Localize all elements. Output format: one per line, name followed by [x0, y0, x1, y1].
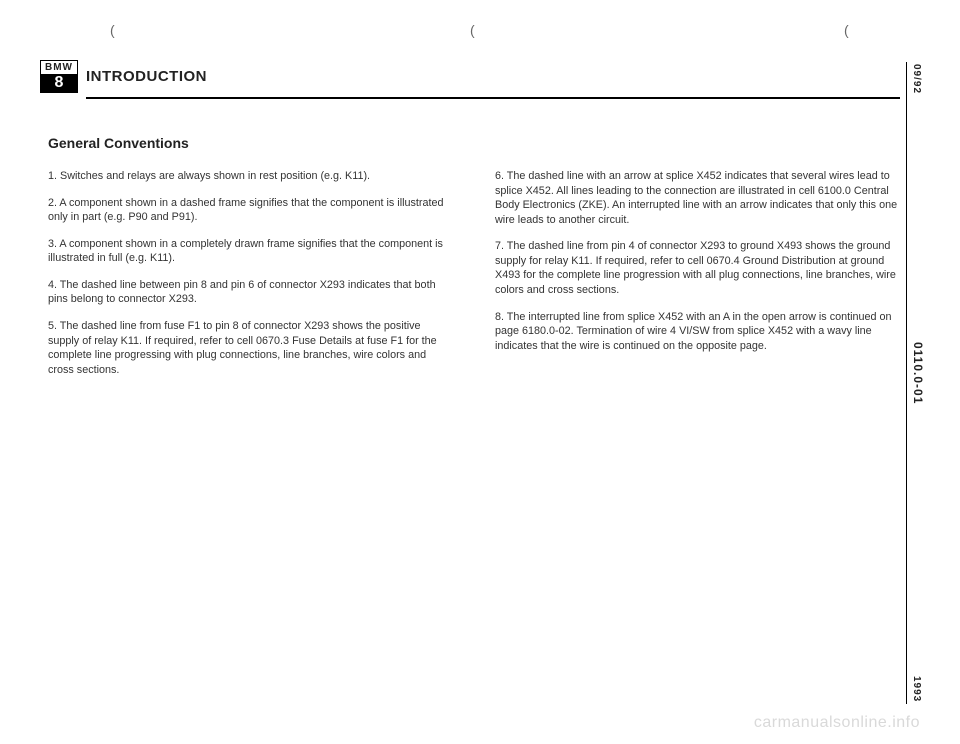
paragraph: 3. A component shown in a completely dra…: [48, 237, 453, 266]
paragraph: 1. Switches and relays are always shown …: [48, 169, 453, 184]
header: BMW 8 INTRODUCTION: [40, 60, 900, 93]
paragraph: 6. The dashed line with an arrow at spli…: [495, 169, 900, 227]
right-column: 6. The dashed line with an arrow at spli…: [495, 169, 900, 389]
tick-mark: (: [110, 22, 115, 38]
paragraph: 4. The dashed line between pin 8 and pin…: [48, 278, 453, 307]
title-rule: [86, 97, 900, 99]
left-column: 1. Switches and relays are always shown …: [48, 169, 453, 389]
paragraph: 2. A component shown in a dashed frame s…: [48, 196, 453, 225]
page: ( ( ( BMW 8 INTRODUCTION General Convent…: [0, 0, 960, 744]
paragraph: 7. The dashed line from pin 4 of connect…: [495, 239, 900, 297]
right-rail: 09/92 0110.0-01 1993: [906, 62, 930, 704]
badge-top: BMW: [41, 61, 77, 74]
watermark: carmanualsonline.info: [754, 714, 920, 732]
rail-year: 1993: [911, 676, 922, 702]
badge-bottom: 8: [41, 74, 77, 92]
tick-mark: (: [470, 22, 475, 38]
paragraph: 5. The dashed line from fuse F1 to pin 8…: [48, 319, 453, 377]
tick-mark: (: [844, 22, 849, 38]
rail-code: 0110.0-01: [911, 342, 925, 404]
section-subtitle: General Conventions: [48, 135, 900, 151]
bmw-badge: BMW 8: [40, 60, 78, 93]
content-columns: 1. Switches and relays are always shown …: [48, 169, 900, 389]
rail-date: 09/92: [911, 64, 922, 94]
page-title: INTRODUCTION: [86, 68, 207, 85]
paragraph: 8. The interrupted line from splice X452…: [495, 310, 900, 354]
